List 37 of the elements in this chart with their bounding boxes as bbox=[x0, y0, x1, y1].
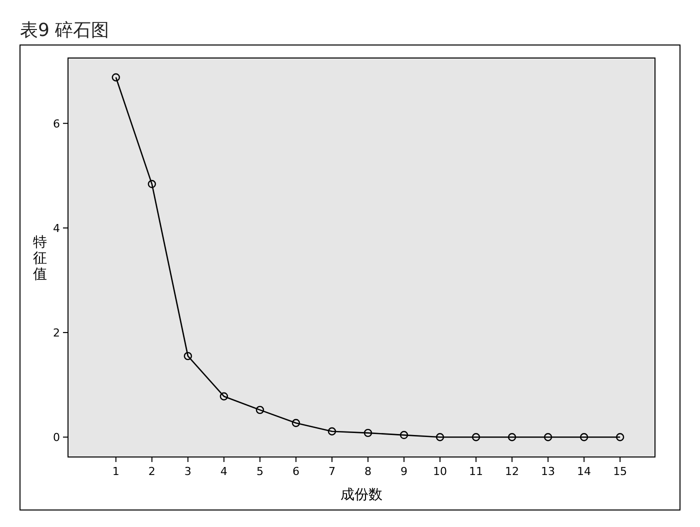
x-tick-label: 6 bbox=[292, 465, 300, 478]
x-tick-label: 10 bbox=[433, 465, 448, 478]
x-tick-label: 13 bbox=[541, 465, 556, 478]
point bbox=[184, 352, 192, 360]
point bbox=[580, 433, 588, 442]
point bbox=[112, 73, 120, 82]
point bbox=[472, 433, 480, 442]
x-tick-label: 4 bbox=[220, 465, 228, 478]
point bbox=[328, 427, 336, 436]
x-tick-label: 14 bbox=[577, 465, 592, 478]
y-tick-label: 6 bbox=[53, 117, 60, 130]
point bbox=[616, 433, 624, 442]
x-tick-label: 2 bbox=[148, 465, 156, 478]
x-tick-label: 11 bbox=[469, 465, 484, 478]
x-tick-label: 7 bbox=[328, 465, 336, 478]
point bbox=[220, 392, 228, 400]
point bbox=[364, 428, 372, 438]
x-tick-label: 15 bbox=[613, 465, 628, 478]
point bbox=[256, 406, 264, 414]
x-tick-label: 3 bbox=[184, 465, 192, 478]
x-tick-label: 8 bbox=[364, 465, 372, 478]
y-axis-title: 特征值 bbox=[33, 234, 47, 282]
x-tick-label: 5 bbox=[256, 465, 264, 478]
chart-title: 表9 碎石图 bbox=[20, 20, 110, 41]
point bbox=[148, 180, 156, 188]
x-tick-label: 9 bbox=[400, 465, 408, 478]
point bbox=[400, 430, 408, 440]
x-tick-label: 12 bbox=[505, 465, 520, 478]
point bbox=[436, 433, 444, 442]
y-tick-label: 4 bbox=[53, 222, 60, 235]
x-axis-title: 成份数 bbox=[340, 487, 382, 503]
x-tick-label: 1 bbox=[112, 465, 120, 478]
y-tick-label: 2 bbox=[53, 326, 60, 340]
point bbox=[292, 418, 300, 428]
y-tick-label: 0 bbox=[53, 431, 60, 444]
point bbox=[508, 433, 516, 442]
point bbox=[544, 433, 552, 442]
